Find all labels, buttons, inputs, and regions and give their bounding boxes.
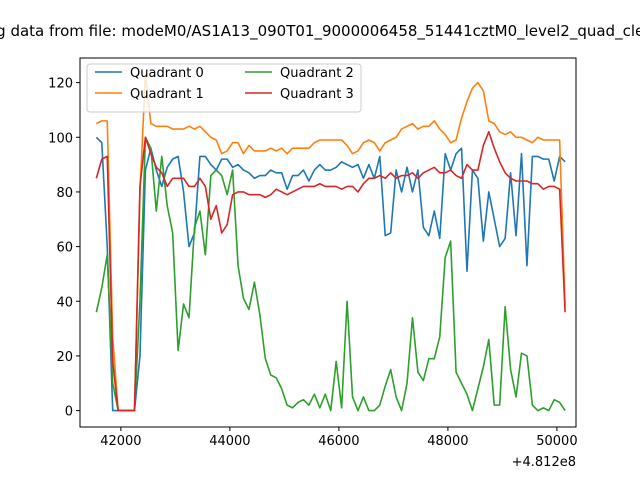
x-tick-label: 48000 (427, 434, 468, 449)
legend-label: Quadrant 2 (280, 66, 354, 81)
y-tick-label: 40 (56, 295, 73, 310)
legend-label: Quadrant 1 (130, 87, 204, 102)
x-tick-label: 42000 (100, 434, 141, 449)
y-tick-label: 20 (56, 350, 73, 365)
series-line-quadrant-2 (95, 136, 566, 412)
y-tick-label: 100 (48, 131, 73, 146)
chart-title: Plotting data from file: modeM0/AS1A13_0… (0, 22, 640, 41)
x-axis: 42000 44000 46000 48000 50000 (100, 427, 578, 449)
x-tick-label: 50000 (536, 434, 577, 449)
series-line-quadrant-3 (95, 131, 566, 412)
y-tick-label: 120 (48, 77, 73, 92)
axes-frame (79, 57, 577, 428)
y-axis: 0 20 40 60 80 100 120 (48, 77, 80, 420)
series-layer (95, 73, 566, 412)
y-tick-label: 0 (65, 405, 73, 420)
legend-label: Quadrant 3 (280, 87, 354, 102)
legend: Quadrant 0 Quadrant 1 Quadrant 2 Quadrant 3 (86, 63, 362, 113)
series-line-quadrant-1 (95, 73, 566, 412)
series-line-quadrant-0 (95, 136, 566, 412)
x-tick-label: 44000 (209, 434, 250, 449)
y-tick-label: 60 (56, 241, 73, 256)
y-tick-label: 80 (56, 186, 73, 201)
x-tick-label: 46000 (318, 434, 359, 449)
legend-box (86, 63, 362, 113)
x-axis-offset-label: +4.812e8 (512, 455, 576, 470)
plot-area (79, 57, 577, 428)
legend-label: Quadrant 0 (130, 66, 204, 81)
